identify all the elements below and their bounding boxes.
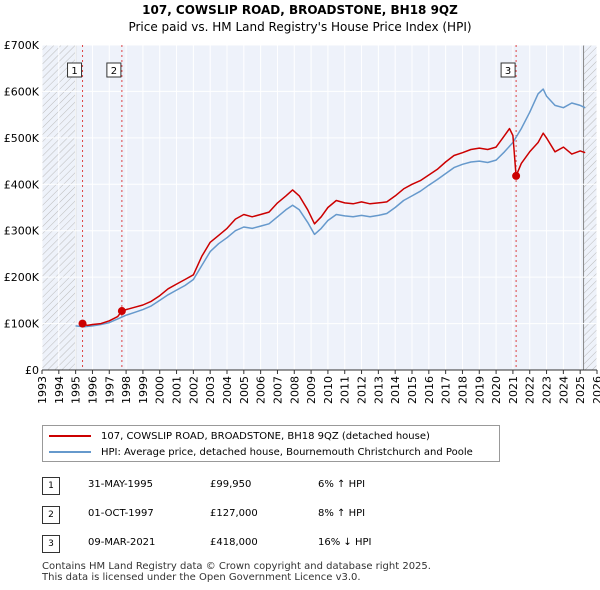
sale-date: 01-OCT-1997 [88,508,154,519]
y-tick-label: £300K [4,225,40,238]
x-tick-label: 2020 [490,376,503,404]
x-tick-label: 2007 [271,376,284,404]
property-price-line [82,127,586,327]
y-tick-label: £600K [4,85,40,98]
sale-marker-box [67,62,83,78]
footer-attribution: Contains HM Land Registry data © Crown c… [42,561,431,583]
x-tick-label: 2023 [541,376,554,404]
y-tick-label: £700K [4,39,40,52]
x-tick-label: 2006 [255,376,268,404]
x-tick-label: 2021 [507,376,520,404]
x-tick-label: 2008 [288,376,301,404]
x-tick-label: 2013 [372,376,385,404]
sale-number-badge: 1 [42,477,60,495]
sale-point [117,307,126,316]
x-tick-label: 2005 [238,376,251,404]
legend-label-hpi: HPI: Average price, detached house, Bour… [101,446,473,458]
sale-marker-number: 1 [71,66,77,77]
sale-marker-number: 3 [505,66,511,77]
plot-area [42,45,597,370]
legend-swatch-property [49,435,91,437]
y-tick-label: £0 [25,364,39,377]
sale-price: £418,000 [210,537,258,548]
x-tick-label: 1994 [53,376,66,404]
sale-number-badge: 2 [42,506,60,524]
x-tick-label: 2019 [473,376,486,404]
x-tick-label: 1998 [120,376,133,404]
x-tick-label: 2014 [389,376,402,404]
x-tick-label: 2025 [574,376,587,404]
sale-hpi-comparison: 6% ↑ HPI [318,479,366,490]
hatched-region-after [583,45,597,370]
sale-hpi-comparison: 8% ↑ HPI [318,508,366,519]
price-chart: 107, COWSLIP ROAD, BROADSTONE, BH18 9QZ … [4,3,600,404]
chart-legend: 107, COWSLIP ROAD, BROADSTONE, BH18 9QZ … [42,425,500,462]
sale-date: 09-MAR-2021 [88,537,156,548]
x-tick-label: 2026 [591,376,600,404]
x-tick-label: 1995 [70,376,83,404]
x-tick-label: 2002 [187,376,200,404]
x-tick-label: 2011 [339,376,352,404]
x-tick-label: 2004 [221,376,234,404]
x-tick-label: 2015 [406,376,419,404]
x-tick-label: 2024 [557,376,570,404]
sale-row: 3 09-MAR-2021 £418,000 16% ↓ HPI [42,535,442,553]
y-tick-label: £200K [4,271,40,284]
x-tick-label: 2016 [423,376,436,404]
sale-marker-box [500,62,516,78]
footer-license: This data is licensed under the Open Gov… [42,572,361,583]
x-tick-label: 2018 [456,376,469,404]
hpi-line [75,88,586,328]
y-tick-label: £100K [4,318,40,331]
legend-item-hpi: HPI: Average price, detached house, Bour… [49,444,473,460]
x-tick-label: 2001 [171,376,184,404]
sale-marker-box [106,62,122,78]
sale-price: £127,000 [210,508,258,519]
x-tick-label: 2012 [356,376,369,404]
sale-marker-number: 2 [111,66,117,77]
x-tick-label: 2000 [154,376,167,404]
sale-row: 1 31-MAY-1995 £99,950 6% ↑ HPI [42,477,442,495]
legend-item-property: 107, COWSLIP ROAD, BROADSTONE, BH18 9QZ … [49,428,430,444]
sale-row: 2 01-OCT-1997 £127,000 8% ↑ HPI [42,506,442,524]
sale-date: 31-MAY-1995 [88,479,154,490]
sale-point [78,319,87,328]
chart-title: 107, COWSLIP ROAD, BROADSTONE, BH18 9QZ [142,3,458,17]
sale-point [512,171,521,180]
legend-label-property: 107, COWSLIP ROAD, BROADSTONE, BH18 9QZ … [101,430,430,442]
x-tick-label: 2009 [305,376,318,404]
y-tick-label: £400K [4,178,40,191]
x-tick-label: 1996 [86,376,99,404]
x-tick-label: 2003 [204,376,217,404]
x-tick-label: 1997 [103,376,116,404]
x-tick-label: 2022 [524,376,537,404]
chart-subtitle: Price paid vs. HM Land Registry's House … [128,20,471,34]
x-tick-label: 2010 [322,376,335,404]
sale-hpi-comparison: 16% ↓ HPI [318,537,372,548]
y-tick-label: £500K [4,132,40,145]
footer-copyright: Contains HM Land Registry data © Crown c… [42,561,431,572]
legend-swatch-hpi [49,451,91,453]
x-tick-label: 2017 [440,376,453,404]
x-tick-label: 1993 [36,376,49,404]
x-tick-label: 1999 [137,376,150,404]
sale-number-badge: 3 [42,535,60,553]
sale-price: £99,950 [210,479,252,490]
